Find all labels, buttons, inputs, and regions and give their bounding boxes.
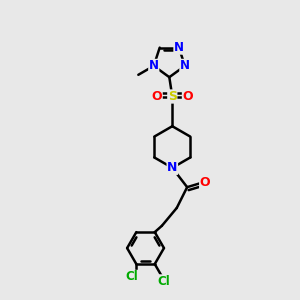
Text: O: O (200, 176, 210, 189)
Text: Cl: Cl (125, 270, 138, 284)
Text: S: S (168, 90, 177, 103)
Text: N: N (149, 59, 159, 72)
Text: Cl: Cl (157, 275, 170, 288)
Text: N: N (174, 41, 184, 54)
Text: N: N (180, 59, 190, 72)
Text: N: N (167, 161, 178, 174)
Text: O: O (182, 90, 193, 103)
Text: O: O (152, 90, 162, 103)
